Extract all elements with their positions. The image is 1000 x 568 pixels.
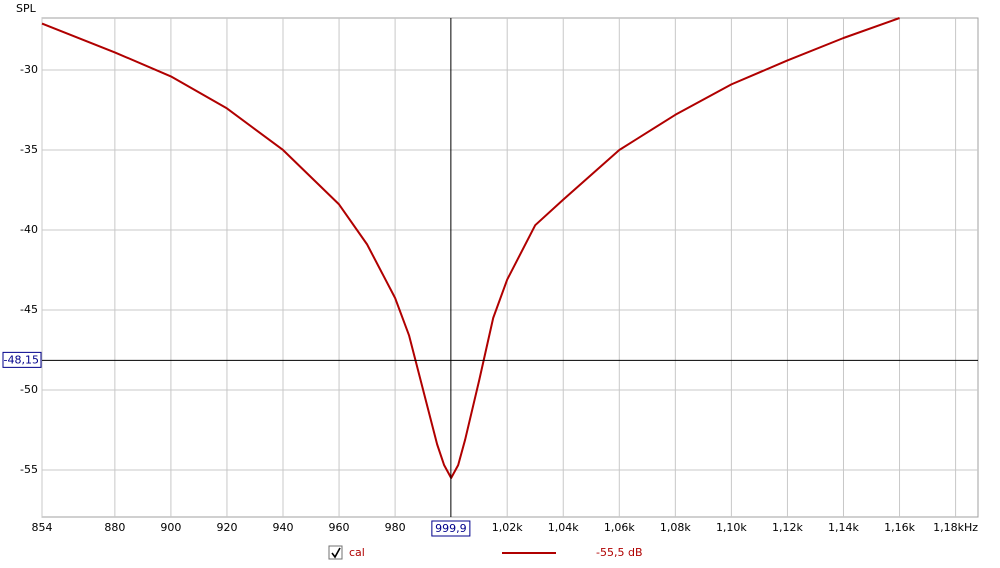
y-tick-label: -40 (20, 223, 38, 236)
x-tick-label: 960 (329, 521, 350, 534)
x-tick-label: 1,06k (604, 521, 635, 534)
y-tick-label: -35 (20, 143, 38, 156)
x-tick-label: 854 (32, 521, 53, 534)
x-tick-label: 1,08k (660, 521, 691, 534)
x-tick-label: 1,04k (548, 521, 579, 534)
x-tick-label: 1,16k (884, 521, 915, 534)
cursor-x-label: 999,9 (435, 522, 467, 535)
legend-check (331, 547, 341, 559)
legend-label: cal (349, 546, 365, 559)
x-tick-label: 1,14k (828, 521, 859, 534)
x-tick-label: 1,02k (492, 521, 523, 534)
x-tick-label: 920 (216, 521, 237, 534)
x-tick-label: 1,10k (716, 521, 747, 534)
x-tick-label: 1,18kHz (933, 521, 978, 534)
legend-readout: -55,5 dB (596, 546, 643, 559)
y-tick-label: -50 (20, 383, 38, 396)
data-line (41, 17, 900, 479)
plot-area (41, 17, 979, 518)
x-tick-label: 940 (273, 521, 294, 534)
x-tick-label: 980 (385, 521, 406, 534)
cursor-y-label: -48,15 (4, 353, 39, 366)
cursor-y-box (2, 351, 42, 368)
x-tick-label: 880 (104, 521, 125, 534)
y-tick-label: -45 (20, 303, 38, 316)
x-tick-label: 1,12k (772, 521, 803, 534)
cursor-x-box (431, 520, 471, 537)
y-tick-label: -55 (20, 463, 38, 476)
x-tick-label: 900 (160, 521, 181, 534)
y-tick-label: -30 (20, 63, 38, 76)
y-axis-label: SPL (16, 2, 37, 15)
